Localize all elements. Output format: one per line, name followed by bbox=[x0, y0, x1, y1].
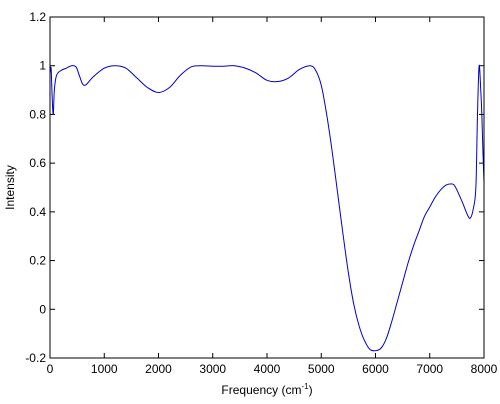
x-tick-label: 5000 bbox=[308, 362, 335, 376]
x-axis-label-text: Frequency (cm bbox=[221, 383, 301, 397]
x-tick-label: 7000 bbox=[416, 362, 443, 376]
tick-labels: 0 1000 2000 3000 4000 5000 6000 7000 8000-0.200.… bbox=[25, 10, 497, 376]
x-tick-label: 0 bbox=[47, 362, 54, 376]
series-line bbox=[49, 64, 485, 352]
x-axis-label-superscript: -1 bbox=[301, 382, 309, 391]
x-tick-label: 3000 bbox=[199, 362, 226, 376]
y-tick-label: 0 bbox=[39, 302, 46, 316]
plot-area-frame bbox=[49, 16, 485, 359]
x-axis-label: Frequency (cm-1) bbox=[221, 382, 312, 397]
x-tick-label: 8000 bbox=[471, 362, 498, 376]
x-tick-label: 1000 bbox=[91, 362, 118, 376]
x-tick-label: 2000 bbox=[145, 362, 172, 376]
x-axis-label-close: ) bbox=[309, 383, 313, 397]
x-tick-label: 4000 bbox=[254, 362, 281, 376]
y-tick-label: -0.2 bbox=[25, 351, 46, 365]
y-tick-label: 0.8 bbox=[29, 107, 46, 121]
y-tick-label: 1 bbox=[39, 59, 46, 73]
x-tick-label: 6000 bbox=[362, 362, 389, 376]
y-tick-label: 0.2 bbox=[29, 254, 46, 268]
y-tick-label: 1.2 bbox=[29, 10, 46, 24]
y-axis-label: Intensity bbox=[3, 165, 17, 210]
y-tick-label: 0.4 bbox=[29, 205, 46, 219]
y-tick-label: 0.6 bbox=[29, 156, 46, 170]
